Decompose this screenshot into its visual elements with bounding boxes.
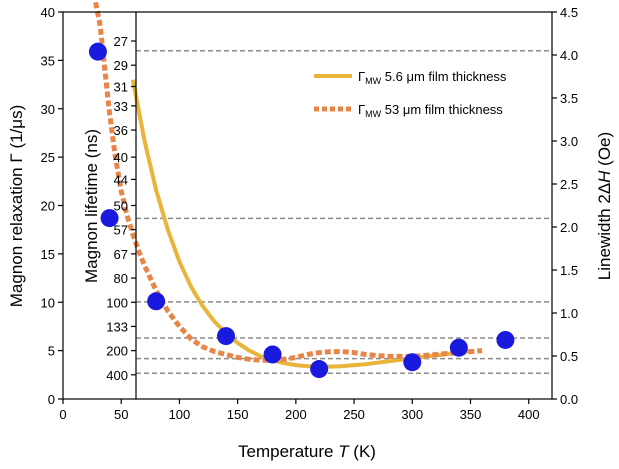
left-tick-label-0: 0 — [48, 392, 55, 407]
left-tick-label-8: 40 — [41, 5, 55, 20]
right-tick-label-1: 0.5 — [560, 349, 578, 364]
points-layer — [88, 42, 515, 379]
right-tick-label-3: 1.5 — [560, 263, 578, 278]
right-tick-label-6: 3.0 — [560, 134, 578, 149]
data-point-7 — [449, 338, 468, 357]
lifetime-tick-label-4: 36 — [114, 123, 128, 138]
right-tick-label-7: 3.5 — [560, 91, 578, 106]
series-line-0 — [130, 79, 471, 369]
x-tick-label-4: 200 — [285, 407, 307, 422]
lifetime-tick-label-1: 29 — [114, 58, 128, 73]
x-tick-label-6: 300 — [401, 407, 423, 422]
left-tick-label-5: 25 — [41, 150, 55, 165]
lifetime-tick-label-10: 80 — [114, 271, 128, 286]
lifetime-tick-label-7: 50 — [114, 199, 128, 214]
x-tick-label-1: 50 — [114, 407, 128, 422]
right-tick-label-8: 4.0 — [560, 48, 578, 63]
data-point-4 — [263, 345, 282, 364]
lifetime-tick-label-12: 133 — [106, 319, 128, 334]
data-point-2 — [147, 292, 166, 311]
right-axis-label: Linewidth 2ΔH (Oe) — [595, 132, 614, 280]
lifetime-tick-label-14: 400 — [106, 368, 128, 383]
grid-layer — [136, 49, 552, 374]
lifetime-tick-label-13: 200 — [106, 344, 128, 359]
lifetime-tick-label-6: 44 — [114, 172, 128, 187]
lifetime-tick-label-9: 67 — [114, 247, 128, 262]
x-tick-label-2: 100 — [169, 407, 191, 422]
left-tick-label-4: 20 — [41, 199, 55, 214]
right-tick-label-5: 2.5 — [560, 177, 578, 192]
inner-axis-label: Magnon lifetime (ns) — [82, 129, 101, 283]
x-tick-label-5: 250 — [343, 407, 365, 422]
data-point-8 — [496, 330, 515, 349]
right-tick-label-4: 2.0 — [560, 220, 578, 235]
data-point-5 — [310, 360, 329, 379]
left-tick-label-2: 10 — [41, 295, 55, 310]
right-tick-label-9: 4.5 — [560, 5, 578, 20]
lifetime-tick-label-8: 57 — [114, 223, 128, 238]
lifetime-tick-label-11: 100 — [106, 295, 128, 310]
data-point-6 — [403, 353, 422, 372]
series-layer — [93, 1, 483, 369]
lifetime-tick-label-0: 27 — [114, 34, 128, 49]
data-point-3 — [217, 327, 235, 346]
legend: ΓMW 5.6 μm film thickness ΓMW 53 μm film… — [314, 69, 507, 119]
x-tick-label-3: 150 — [227, 407, 249, 422]
legend-label-5.6um: ΓMW 5.6 μm film thickness — [358, 69, 507, 86]
x-tick-label-7: 350 — [460, 407, 482, 422]
data-point-1 — [100, 209, 119, 228]
x-tick-label-8: 400 — [518, 407, 540, 422]
x-axis-label: Temperature T (K) — [238, 442, 376, 461]
lifetime-tick-label-3: 33 — [114, 99, 128, 114]
ticks-layer: 0 50 100 150 200 250 300 350 400 0 5 10 15 20 25 30 35 40… — [41, 5, 579, 422]
left-axis-label: Magnon relaxation Γ (1/μs) — [7, 105, 26, 307]
left-tick-label-6: 30 — [41, 102, 55, 117]
left-tick-label-7: 35 — [41, 53, 55, 68]
right-tick-label-0: 0.0 — [560, 392, 578, 407]
lifetime-tick-label-2: 31 — [114, 79, 128, 94]
x-tick-label-0: 0 — [59, 407, 66, 422]
right-tick-label-2: 1.0 — [560, 306, 578, 321]
lifetime-tick-label-5: 40 — [114, 150, 128, 165]
legend-label-53um: ΓMW 53 μm film thickness — [358, 102, 503, 119]
data-point-0 — [88, 42, 107, 61]
left-tick-label-1: 5 — [48, 344, 55, 359]
left-tick-label-3: 15 — [41, 247, 55, 262]
